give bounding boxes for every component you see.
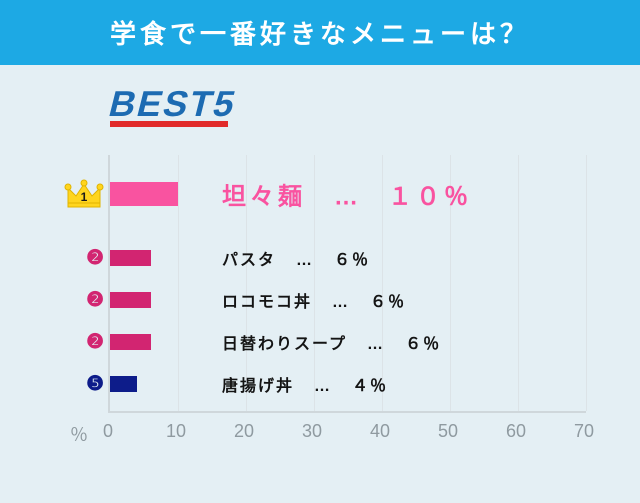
gridline [586,155,587,411]
item-value: ６％ [334,252,370,269]
bar [110,376,137,392]
item-value: ６％ [405,336,441,353]
page-title-banner: 学食で一番好きなメニューは？ [0,0,640,65]
item-value: ４％ [352,378,388,395]
rank-number: ❺ [86,373,104,395]
rank-badge: ❺ [32,374,104,394]
item-name: 日替わりスープ [222,336,347,353]
x-tick: 10 [166,421,186,442]
bar [110,334,151,350]
ellipsis: … [316,294,364,311]
best5-heading: BEST5 [110,83,236,127]
plot-area: 1坦々麺 … １０％ ❷パスタ … ６％ ❷ロコモコ丼 … ６％ ❷日替わりスープ …… [108,155,586,413]
bar [110,182,178,206]
bar-row: ❷日替わりスープ … ６％ [110,327,586,357]
bar-label: 唐揚げ丼 … ４％ [222,372,388,396]
bar-label: パスタ … ６％ [222,246,370,270]
item-value: １０％ [388,184,472,211]
percent-sign: ％ [70,421,88,447]
crown-icon: 1 [32,179,104,209]
x-tick: 40 [370,421,390,442]
bar [110,250,151,266]
bar-label: ロコモコ丼 … ６％ [222,288,406,312]
svg-text:1: 1 [81,190,88,204]
bar [110,292,151,308]
bar-label: 坦々麺 … １０％ [222,177,472,212]
item-name: ロコモコ丼 [222,294,312,311]
bar-row: 1坦々麺 … １０％ [110,179,586,209]
bar-row: ❷ロコモコ丼 … ６％ [110,285,586,315]
x-tick: 70 [574,421,594,442]
bar-row: ❺唐揚げ丼 … ４％ [110,369,586,399]
x-tick: 50 [438,421,458,442]
ellipsis: … [298,378,346,395]
rank-number: ❷ [86,331,104,353]
x-axis-ticks: 010203040506070 [108,421,604,445]
best5-text: BEST5 [105,83,242,125]
item-value: ６％ [370,294,406,311]
ranking-chart: 1坦々麺 … １０％❷パスタ … ６％❷ロコモコ丼 … ６％❷日替わりスープ …… [30,145,610,465]
bar-row: ❷パスタ … ６％ [110,243,586,273]
rank-badge: ❷ [32,248,104,268]
item-name: 坦々麺 [222,184,306,211]
page-title: 学食で一番好きなメニューは？ [110,19,530,49]
x-tick: 20 [234,421,254,442]
ellipsis: … [310,184,382,211]
ellipsis: … [280,252,328,269]
item-name: 唐揚げ丼 [222,378,294,395]
x-tick: 30 [302,421,322,442]
ellipsis: … [351,336,399,353]
item-name: パスタ [222,252,276,269]
x-tick: 0 [103,421,113,442]
bar-label: 日替わりスープ … ６％ [222,330,441,354]
rank-number: ❷ [86,289,104,311]
rank-badge: ❷ [32,290,104,310]
rank-badge: ❷ [32,332,104,352]
x-tick: 60 [506,421,526,442]
rank-number: ❷ [86,247,104,269]
